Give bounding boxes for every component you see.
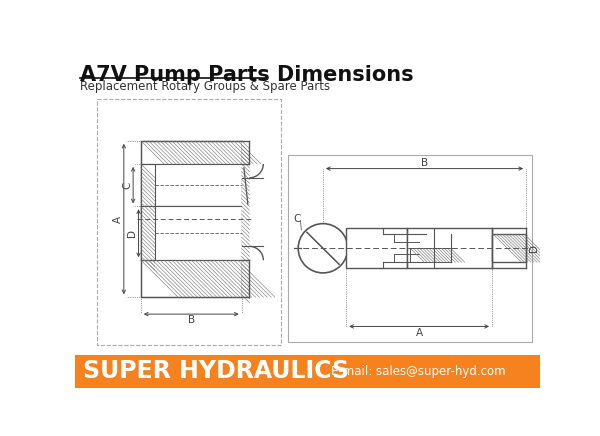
Text: E-mail: sales@super-hyd.com: E-mail: sales@super-hyd.com bbox=[331, 365, 505, 378]
Text: SUPER HYDRAULICS: SUPER HYDRAULICS bbox=[83, 360, 349, 384]
Bar bbox=[75, 355, 540, 388]
Bar bbox=[97, 99, 281, 345]
Bar bbox=[141, 260, 242, 297]
Bar bbox=[141, 141, 242, 297]
Bar bbox=[242, 178, 250, 246]
Text: B: B bbox=[188, 315, 195, 325]
Bar bbox=[410, 248, 451, 262]
Text: B: B bbox=[421, 158, 428, 168]
Bar bbox=[346, 228, 407, 268]
Bar bbox=[141, 141, 242, 164]
Bar bbox=[141, 164, 242, 206]
Text: Replacement Rotary Groups & Spare Parts: Replacement Rotary Groups & Spare Parts bbox=[80, 80, 331, 93]
Bar bbox=[288, 155, 532, 342]
Text: A: A bbox=[113, 215, 122, 223]
Bar bbox=[492, 235, 526, 262]
Bar bbox=[242, 141, 250, 297]
Text: C: C bbox=[122, 181, 132, 189]
Circle shape bbox=[298, 224, 348, 273]
Text: D: D bbox=[127, 229, 137, 237]
Text: A7V Pump Parts Dimensions: A7V Pump Parts Dimensions bbox=[80, 65, 414, 85]
Bar bbox=[141, 206, 242, 260]
Text: C: C bbox=[294, 214, 301, 224]
Bar bbox=[407, 228, 492, 268]
Text: A: A bbox=[416, 327, 422, 337]
Bar bbox=[141, 164, 155, 260]
Text: D: D bbox=[529, 244, 539, 252]
